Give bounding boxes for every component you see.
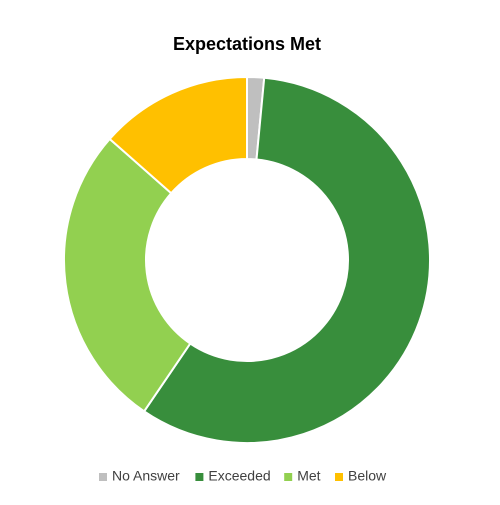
legend-swatch [195,473,204,481]
legend-swatch [99,473,107,481]
donut-slice [142,76,431,444]
legend-label: Below [348,468,387,484]
legend-label: Met [297,468,320,484]
chart-title: Expectations Met [173,34,321,54]
legend-label: Exceeded [208,468,270,484]
donut-slice [63,137,192,413]
legend-swatch [335,473,343,481]
donut-slice [108,75,248,195]
legend-swatch [284,473,293,481]
legend-label: No Answer [112,468,180,484]
